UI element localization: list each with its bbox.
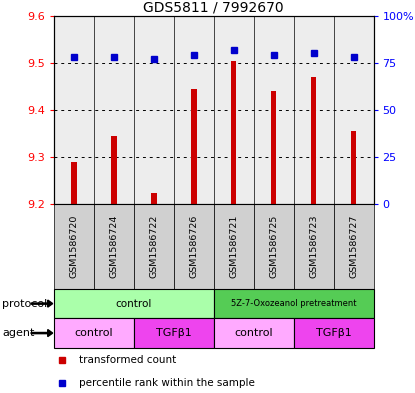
Text: TGFβ1: TGFβ1 <box>156 328 192 338</box>
Bar <box>311 77 316 204</box>
Text: GSM1586727: GSM1586727 <box>349 215 358 278</box>
Bar <box>94 204 134 289</box>
Bar <box>54 289 214 318</box>
Text: protocol: protocol <box>2 299 47 309</box>
Text: GSM1586720: GSM1586720 <box>69 215 78 278</box>
Bar <box>214 16 254 204</box>
Bar <box>174 204 214 289</box>
Text: control: control <box>234 328 273 338</box>
Bar <box>151 193 156 204</box>
Bar <box>214 318 294 348</box>
Bar <box>254 204 294 289</box>
Bar <box>294 204 334 289</box>
Text: percentile rank within the sample: percentile rank within the sample <box>79 378 255 388</box>
Text: 5Z-7-Oxozeanol pretreatment: 5Z-7-Oxozeanol pretreatment <box>231 299 356 308</box>
Text: control: control <box>116 299 152 309</box>
Bar <box>174 16 214 204</box>
Bar <box>351 131 356 204</box>
Text: TGFβ1: TGFβ1 <box>316 328 352 338</box>
Bar <box>214 289 374 318</box>
Text: GSM1586724: GSM1586724 <box>110 215 118 278</box>
Text: GSM1586721: GSM1586721 <box>229 215 238 278</box>
Bar <box>334 16 374 204</box>
Bar <box>231 61 237 204</box>
Bar <box>214 204 254 289</box>
Bar <box>191 89 197 204</box>
Bar <box>134 204 174 289</box>
Text: agent: agent <box>2 328 34 338</box>
Bar <box>134 318 214 348</box>
Bar <box>294 318 374 348</box>
Bar <box>334 204 374 289</box>
Bar <box>294 16 334 204</box>
Bar <box>134 16 174 204</box>
Bar <box>71 162 77 204</box>
Title: GDS5811 / 7992670: GDS5811 / 7992670 <box>144 0 284 15</box>
Bar <box>254 16 294 204</box>
Bar <box>54 204 94 289</box>
Bar <box>54 318 134 348</box>
Bar <box>111 136 117 204</box>
Text: GSM1586726: GSM1586726 <box>189 215 198 278</box>
Text: GSM1586725: GSM1586725 <box>269 215 278 278</box>
Bar <box>54 16 94 204</box>
Bar <box>94 16 134 204</box>
Text: control: control <box>75 328 113 338</box>
Bar <box>271 91 276 204</box>
Text: GSM1586722: GSM1586722 <box>149 215 158 278</box>
Text: GSM1586723: GSM1586723 <box>309 215 318 278</box>
Text: transformed count: transformed count <box>79 355 176 365</box>
